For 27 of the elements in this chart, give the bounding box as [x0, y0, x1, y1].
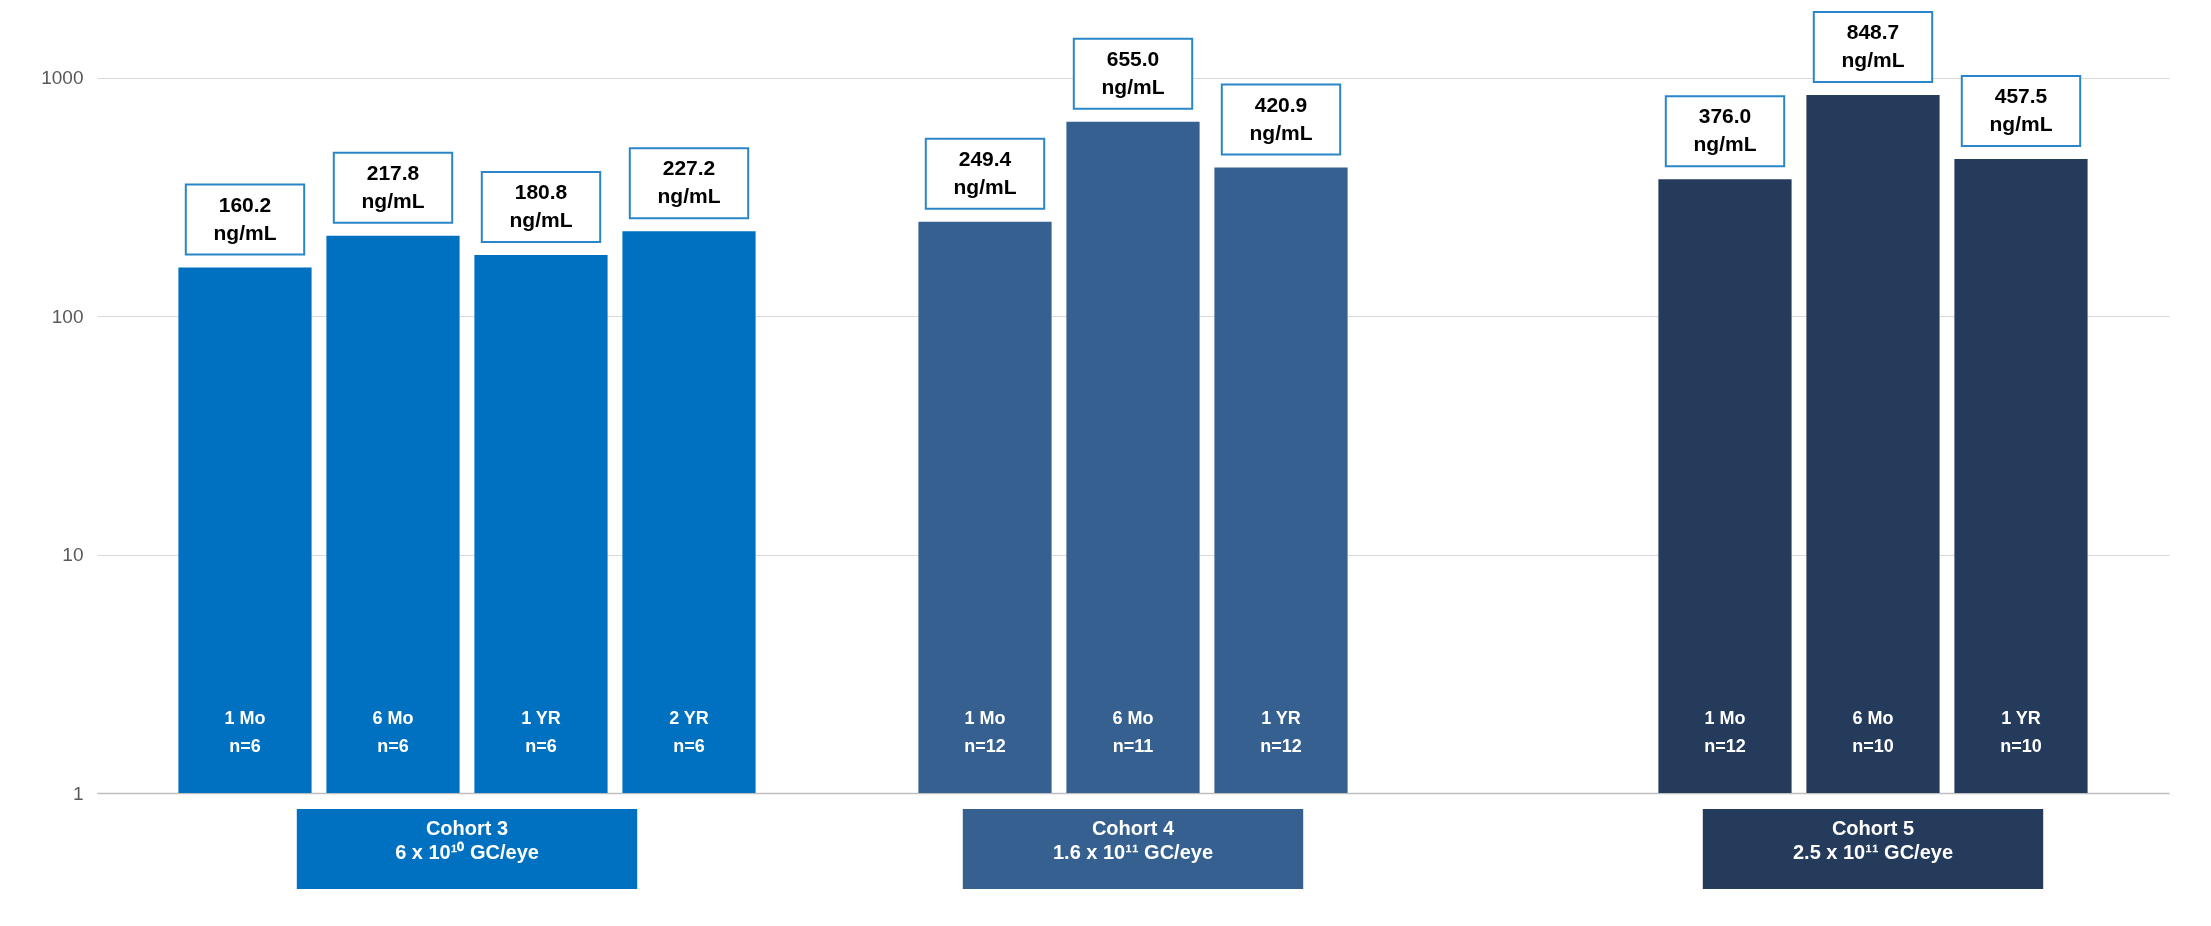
x-tick-label: 1 YR n=12 [1260, 708, 1302, 756]
x-tick-label: 6 Mo n=6 [372, 708, 414, 756]
series-label: Cohort 3 6 x 10¹⁰ GC/eye [395, 817, 539, 863]
x-tick-label: 1 Mo n=6 [224, 708, 266, 756]
data-label: 420.9 ng/mL [1249, 92, 1313, 144]
series-label: Cohort 5 2.5 x 10¹¹ GC/eye [1792, 817, 1954, 863]
data-label: 848.7 ng/mL [1841, 19, 1905, 71]
data-label: 160.2 ng/mL [213, 192, 277, 244]
data-label: 376.0 ng/mL [1693, 104, 1757, 156]
x-tick-label: 1 YR n=10 [2000, 708, 2042, 756]
x-tick-label: 6 Mo n=11 [1112, 708, 1154, 756]
x-tick-label: 1 Mo n=12 [1704, 708, 1746, 756]
data-label: 655.0 ng/mL [1101, 46, 1165, 98]
data-label: 180.8 ng/mL [509, 180, 573, 232]
x-tick-label: 1 Mo n=12 [964, 708, 1006, 756]
x-tick-label: 6 Mo n=10 [1852, 708, 1894, 756]
y-tick-label: 1 [72, 782, 84, 804]
series-label: Cohort 4 1.6 x 10¹¹ GC/eye [1052, 817, 1214, 863]
data-label: 217.8 ng/mL [361, 160, 425, 212]
data-label: 457.5 ng/mL [1989, 83, 2053, 135]
data-label: 227.2 ng/mL [657, 156, 721, 208]
y-tick-label: 10 [62, 544, 84, 566]
data-label: 249.4 ng/mL [953, 146, 1017, 198]
x-tick-label: 2 YR n=6 [669, 708, 709, 756]
x-tick-label: 1 YR n=6 [521, 708, 561, 756]
y-tick-label: 1000 [41, 67, 84, 89]
y-tick-label: 100 [51, 305, 84, 327]
